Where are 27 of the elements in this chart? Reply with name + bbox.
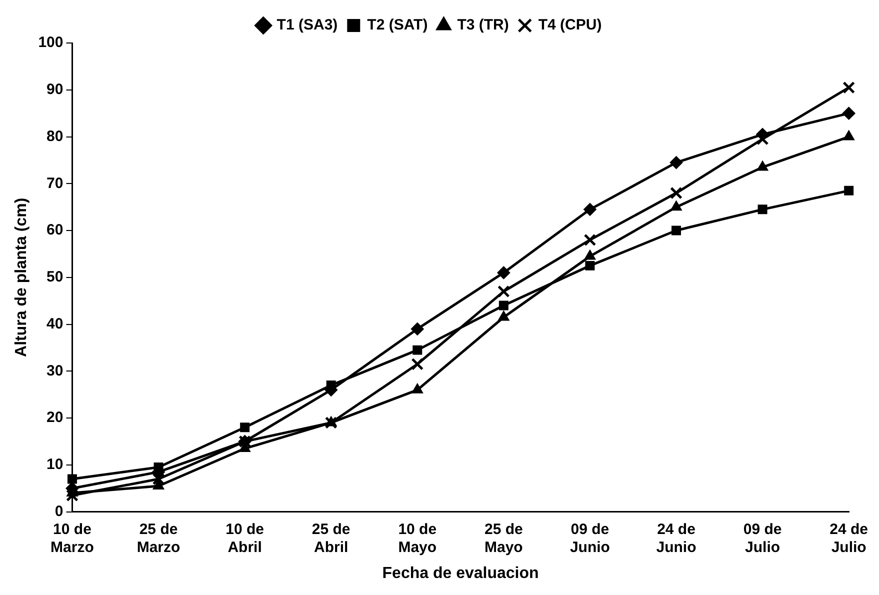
y-tick-label: 80	[46, 128, 64, 145]
x-tick-label: 10 de Abril	[226, 520, 264, 556]
legend-label: T2 (SAT)	[367, 16, 428, 34]
x-tick-label: 25 de Mayo	[484, 520, 523, 556]
y-tick-label: 30	[46, 362, 64, 380]
y-tick-label: 90	[46, 81, 64, 98]
x-tick-label: 25 de Marzo	[136, 520, 180, 556]
x-tick-label: 25 de Abril	[312, 520, 350, 556]
y-axis-title: Altura de planta (cm)	[13, 198, 30, 357]
y-tick-label: 60	[46, 222, 64, 239]
x-axis-title: Fecha de evaluacion	[382, 564, 539, 582]
x-tick-label: 10 de Marzo	[50, 520, 94, 556]
y-tick-label: 0	[54, 502, 64, 520]
y-tick-label: 50	[46, 268, 64, 286]
x-tick-label: 24 de Junio	[656, 520, 696, 556]
x-tick-label: 09 de Julio	[743, 520, 782, 556]
legend-label: T1 (SA3)	[276, 16, 338, 34]
x-tick-label: 09 de Junio	[570, 520, 610, 556]
y-tick-label: 20	[46, 409, 64, 426]
y-tick-label: 70	[46, 174, 64, 192]
x-tick-label: 24 de Julio	[830, 520, 868, 556]
legend-label: T4 (CPU)	[538, 16, 602, 34]
x-tick-label: 10 de Mayo	[398, 520, 437, 556]
y-tick-label: 40	[46, 315, 64, 332]
y-tick-label: 100	[38, 34, 64, 52]
legend-label: T3 (TR)	[457, 16, 509, 34]
y-tick-label: 10	[46, 456, 64, 474]
